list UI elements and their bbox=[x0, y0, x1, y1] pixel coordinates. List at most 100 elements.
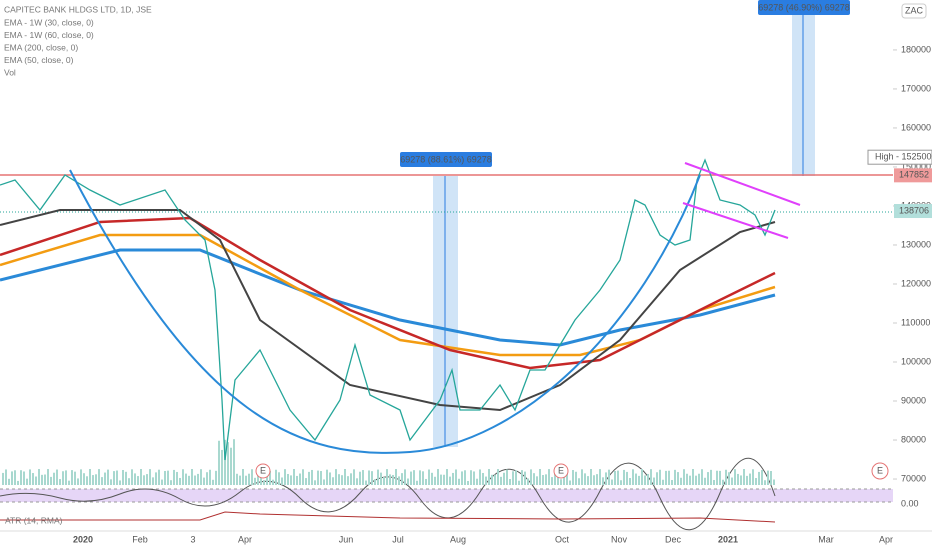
time-label: Dec bbox=[665, 534, 682, 544]
volume-bar bbox=[143, 475, 145, 485]
volume-bar bbox=[209, 469, 211, 485]
volume-bar bbox=[38, 469, 40, 485]
volume-bar bbox=[422, 471, 424, 485]
volume-bar bbox=[395, 469, 397, 485]
volume-bar bbox=[35, 476, 37, 485]
volume-bar bbox=[680, 477, 682, 485]
volume-bar bbox=[164, 470, 166, 485]
volume-bar bbox=[107, 469, 109, 485]
volume-bar bbox=[683, 469, 685, 485]
volume-bar bbox=[125, 471, 127, 485]
volume-bar bbox=[2, 472, 4, 485]
volume-bar bbox=[323, 479, 325, 485]
time-label: Nov bbox=[611, 534, 628, 544]
measure-label: 69278 (88.61%) 69278 bbox=[400, 154, 492, 164]
volume-bar bbox=[149, 469, 151, 485]
time-label: Apr bbox=[879, 534, 893, 544]
volume-bar bbox=[317, 470, 319, 485]
volume-bar bbox=[32, 473, 34, 485]
volume-bar bbox=[407, 478, 409, 485]
rsi-curve bbox=[0, 457, 776, 531]
volume-bar bbox=[452, 472, 454, 485]
volume-bar bbox=[119, 480, 121, 485]
volume-bar bbox=[479, 469, 481, 485]
price-tick-label: 160000 bbox=[901, 122, 931, 132]
volume-bar bbox=[86, 476, 88, 485]
volume-bar bbox=[314, 480, 316, 485]
volume-bar bbox=[59, 479, 61, 485]
volume-bar bbox=[386, 469, 388, 485]
volume-bar bbox=[47, 469, 49, 485]
volume-bar bbox=[116, 470, 118, 485]
volume-bar bbox=[425, 478, 427, 485]
volume-bar bbox=[707, 472, 709, 485]
volume-bar bbox=[491, 474, 493, 485]
volume-bar bbox=[671, 479, 673, 485]
volume-bar bbox=[686, 473, 688, 485]
volume-bar bbox=[230, 447, 232, 485]
volume-bar bbox=[131, 469, 133, 485]
atr-axis: 0.00 bbox=[901, 498, 919, 508]
volume-bar bbox=[548, 469, 550, 485]
volume-bar bbox=[140, 469, 142, 485]
legend: EMA - 1W (30, close, 0) EMA - 1W (60, clo… bbox=[4, 17, 94, 77]
volume-bar bbox=[746, 475, 748, 485]
volume-bar bbox=[293, 469, 295, 485]
volume-bar bbox=[299, 473, 301, 485]
volume-bar bbox=[227, 442, 229, 485]
volume-bar bbox=[749, 473, 751, 485]
legend-entry: EMA (50, close, 0) bbox=[4, 55, 74, 65]
volume-bar bbox=[689, 475, 691, 485]
volume-bar bbox=[764, 480, 766, 485]
volume-bar bbox=[620, 480, 622, 485]
volume-bar bbox=[338, 474, 340, 485]
volume-bar bbox=[5, 469, 7, 485]
volume-bar bbox=[74, 471, 76, 485]
volume-bar bbox=[530, 469, 532, 485]
volume-bar bbox=[545, 474, 547, 485]
measure-label: 69278 (46.90%) 69278 bbox=[758, 2, 850, 12]
volume-bar bbox=[581, 469, 583, 485]
volume-bar bbox=[398, 476, 400, 485]
volume-bar bbox=[104, 472, 106, 485]
volume-bar bbox=[608, 469, 610, 485]
price-tick-label: 70000 bbox=[901, 473, 926, 483]
currency: ZAC bbox=[905, 5, 924, 15]
volume-bar bbox=[83, 473, 85, 485]
time-label: 2021 bbox=[718, 534, 738, 544]
volume-bar bbox=[569, 480, 571, 485]
volume-bar bbox=[560, 479, 562, 485]
volume-bar bbox=[290, 475, 292, 485]
volume-bar bbox=[14, 470, 16, 485]
volume-bar bbox=[647, 473, 649, 485]
volume-bar bbox=[758, 471, 760, 485]
volume-bar bbox=[251, 469, 253, 485]
legend-entry: EMA (200, close, 0) bbox=[4, 42, 78, 52]
volume-bar bbox=[26, 478, 28, 485]
volume-bar bbox=[653, 477, 655, 485]
channel-lower bbox=[682, 202, 789, 239]
volume-bar bbox=[563, 471, 565, 485]
volume-bar bbox=[413, 470, 415, 485]
volume-bar bbox=[734, 469, 736, 485]
volume-bar bbox=[278, 472, 280, 485]
volume-bar bbox=[662, 479, 664, 485]
volume-bar bbox=[95, 474, 97, 485]
volume-bar bbox=[710, 469, 712, 485]
volume-bar bbox=[29, 469, 31, 485]
volume-bar bbox=[773, 479, 775, 485]
volume-bar bbox=[455, 469, 457, 485]
volume-bar bbox=[167, 470, 169, 485]
volume-bar bbox=[605, 472, 607, 485]
price-tick-label: 150000 bbox=[901, 161, 931, 171]
high-label: High - 152500 bbox=[875, 152, 932, 162]
volume-bar bbox=[638, 475, 640, 485]
volume-bar bbox=[533, 473, 535, 485]
volume-bar bbox=[11, 471, 13, 485]
price-tick-label: 80000 bbox=[901, 434, 926, 444]
volume-bar bbox=[23, 471, 25, 485]
volume-bar bbox=[335, 469, 337, 485]
volume-bar bbox=[71, 470, 73, 485]
volume-bar bbox=[602, 477, 604, 485]
